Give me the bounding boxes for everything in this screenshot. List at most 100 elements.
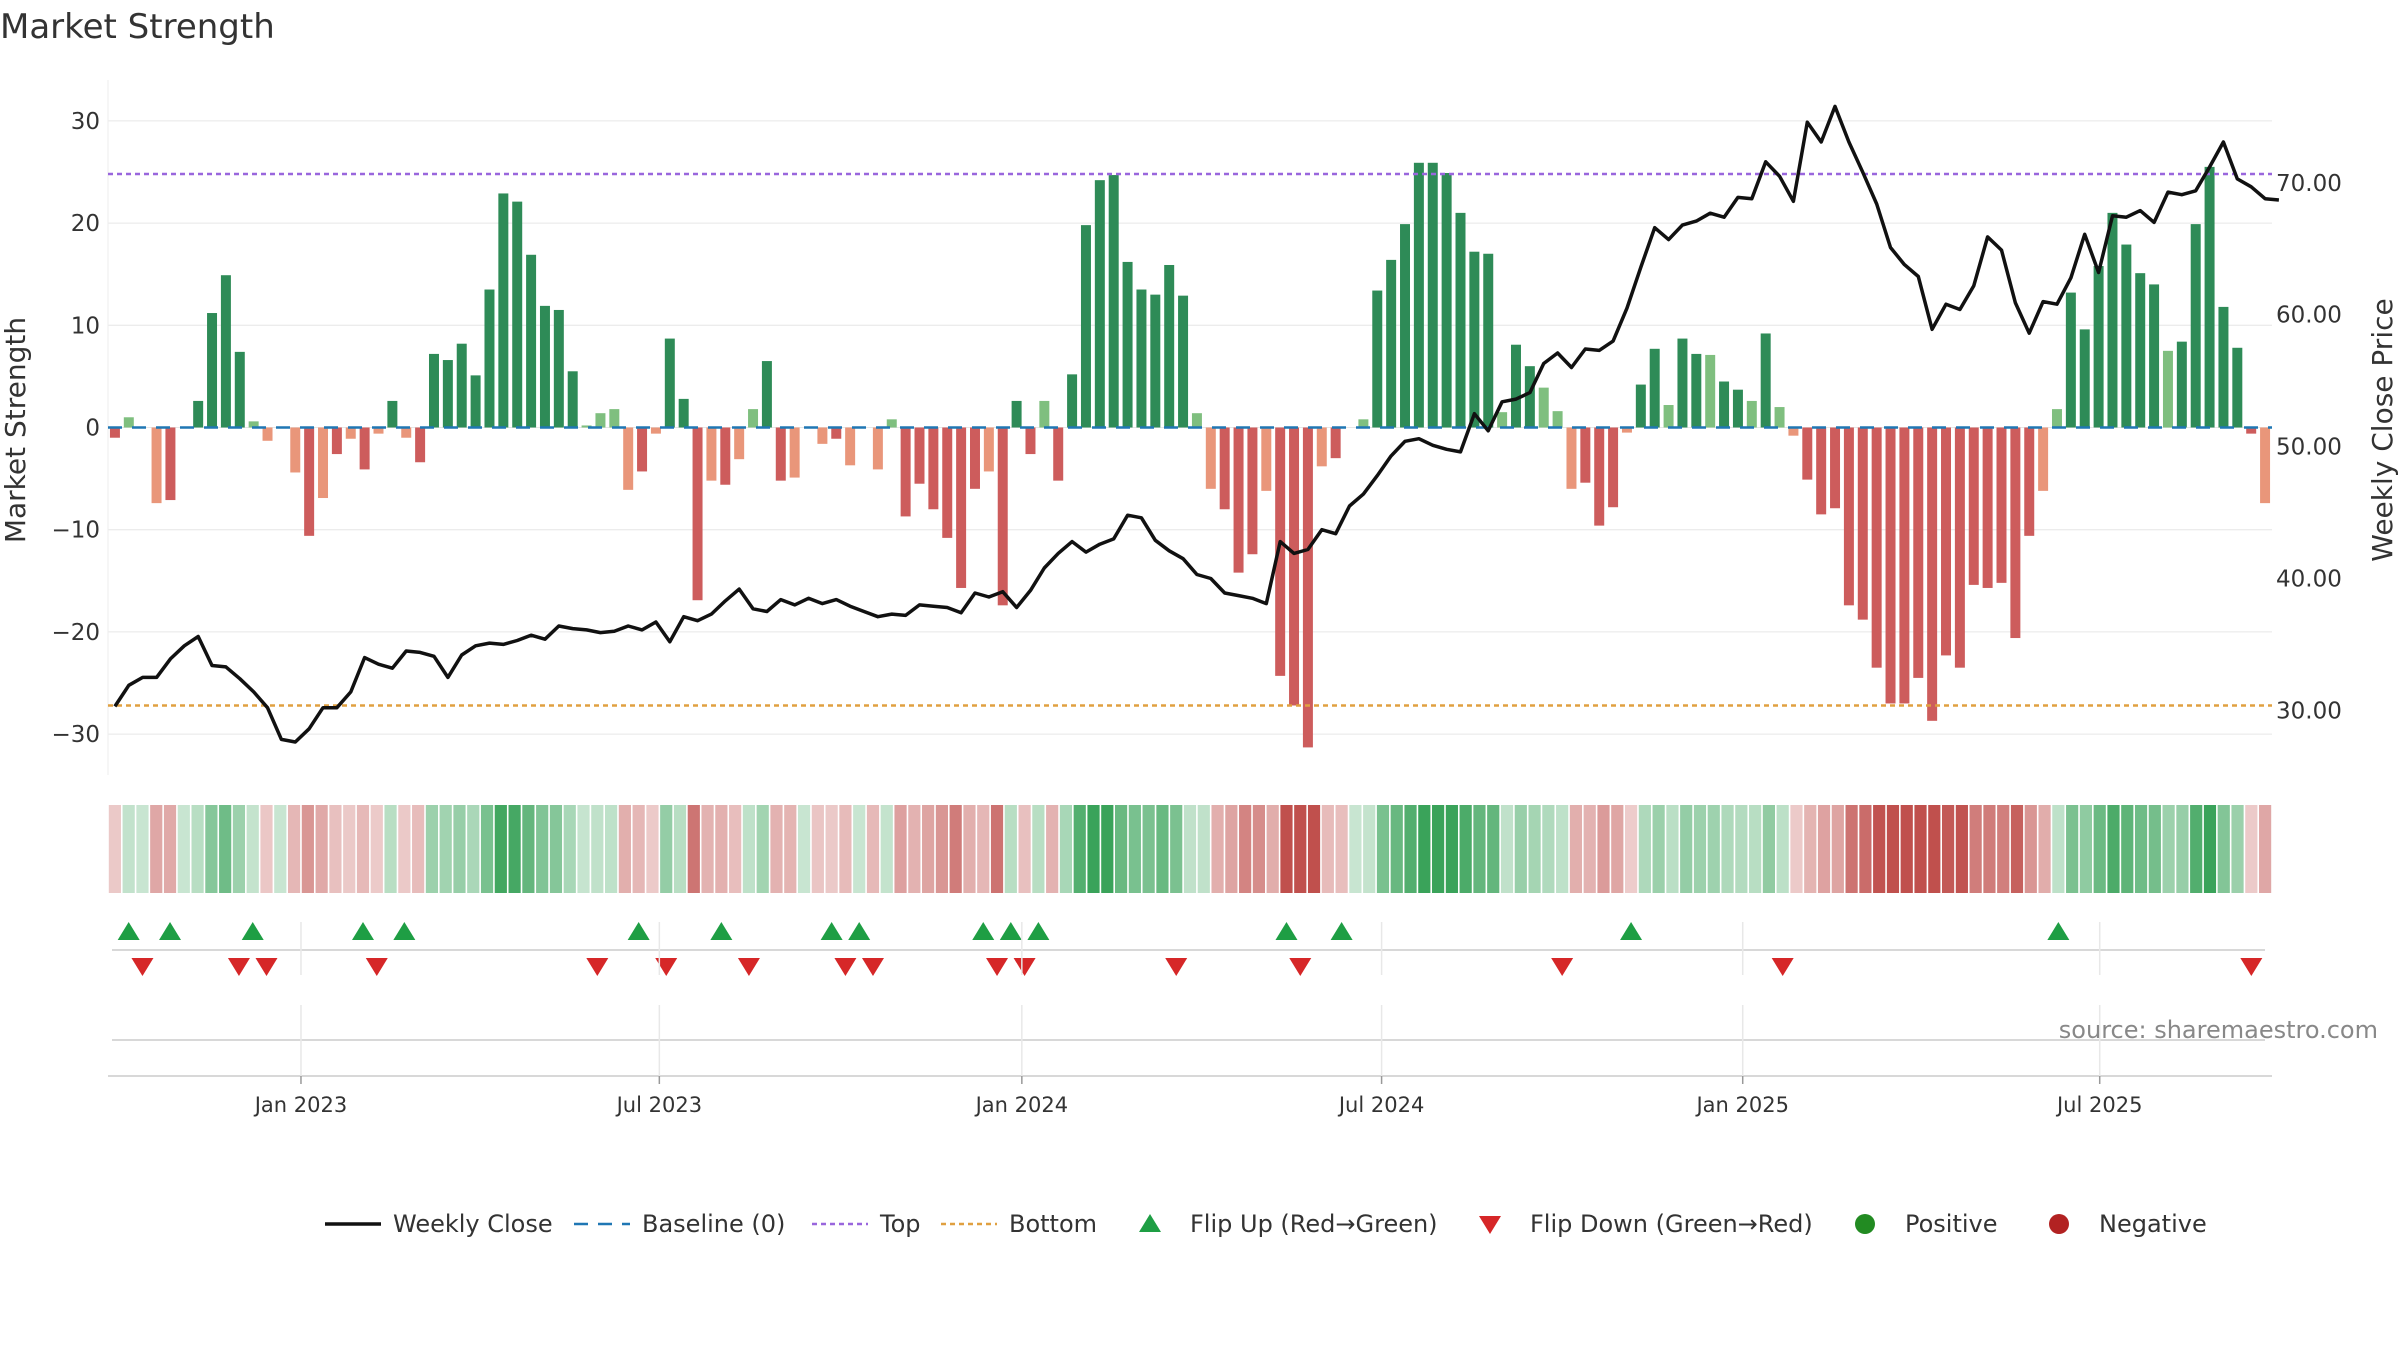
strength-bar <box>2190 224 2201 428</box>
strength-bar <box>692 427 703 601</box>
strength-bar <box>2162 350 2173 428</box>
strength-bar <box>526 254 537 428</box>
strength-bar <box>1996 427 2007 583</box>
strength-bar <box>1469 251 1480 428</box>
strength-bar <box>817 427 828 444</box>
strength-bar <box>1691 353 1702 428</box>
strength-bar <box>623 427 634 490</box>
flip-up-marker <box>159 922 182 940</box>
strength-bar <box>304 427 315 536</box>
strength-bar <box>2010 427 2021 639</box>
flip-up-marker <box>972 922 995 940</box>
heat-cell <box>2134 805 2148 893</box>
strength-bar <box>401 427 412 438</box>
strength-bar <box>1566 427 1577 489</box>
heat-cell <box>866 805 880 893</box>
strength-bar <box>748 409 759 428</box>
heat-cell <box>1225 805 1238 893</box>
heat-cell <box>1183 805 1197 893</box>
heat-cell <box>274 805 287 893</box>
strength-bar <box>997 427 1008 606</box>
heat-cell <box>260 805 273 893</box>
heat-cell <box>1046 805 1059 893</box>
strength-bar <box>1552 411 1563 428</box>
strength-bar <box>2218 306 2229 428</box>
strength-bar <box>1372 290 1383 428</box>
strength-bar <box>775 427 786 481</box>
strength-bar <box>1302 427 1313 748</box>
y2-tick-label: 40.00 <box>2276 567 2342 593</box>
heat-cell <box>453 805 466 893</box>
strength-bar <box>359 427 370 470</box>
heat-cell <box>1445 805 1458 893</box>
y2-tick-label: 70.00 <box>2276 171 2342 197</box>
flip-down-marker <box>1013 958 1036 976</box>
strength-bar <box>650 427 661 434</box>
heat-cell <box>1376 805 1390 893</box>
heat-cell <box>1831 805 1844 893</box>
heat-cell <box>908 805 921 893</box>
strength-bar <box>1011 400 1022 428</box>
heat-cell <box>853 805 866 893</box>
heat-cell <box>370 805 383 893</box>
strength-bar <box>2204 166 2215 428</box>
strength-bar <box>1441 173 1452 428</box>
strength-bar <box>1746 400 1757 428</box>
strength-bar <box>1247 427 1258 555</box>
flip-down-marker <box>131 958 154 976</box>
strength-bar <box>2246 427 2257 434</box>
heat-cell <box>1638 805 1651 893</box>
heat-cell <box>1790 805 1803 893</box>
legend-label: Flip Down (Green→Red) <box>1530 1210 1813 1238</box>
strength-bar <box>428 353 439 428</box>
heat-cell <box>770 805 783 893</box>
strength-bar <box>1080 225 1091 428</box>
strength-bar <box>1635 384 1646 428</box>
strength-bar <box>1289 427 1300 706</box>
heat-cell <box>1721 805 1734 893</box>
flip-down-marker <box>986 958 1009 976</box>
legend-item-flip-up: Flip Up (Red→Green) <box>1139 1210 1438 1238</box>
strength-bar <box>1275 427 1286 676</box>
heat-cell <box>2079 805 2093 893</box>
heat-cell <box>1349 805 1362 893</box>
heat-cell <box>1941 805 1955 893</box>
flip-up-marker <box>117 922 140 940</box>
heat-cell <box>219 805 232 893</box>
heat-cell <box>1004 805 1017 893</box>
heat-cell <box>136 805 149 893</box>
strength-bar <box>1649 348 1660 428</box>
strength-bar <box>1067 374 1078 428</box>
heat-cell <box>1211 805 1224 893</box>
heat-cell <box>1018 805 1031 893</box>
heat-cell <box>1886 805 1900 893</box>
heat-cell <box>618 805 631 893</box>
heat-cell <box>660 805 673 893</box>
y-tick-label: 0 <box>85 416 100 442</box>
strength-bar <box>2038 427 2049 491</box>
strength-bar <box>1857 427 1868 620</box>
heat-cell <box>729 805 742 893</box>
strength-bar <box>706 427 717 481</box>
strength-bar <box>900 427 911 517</box>
heat-cell <box>811 805 824 893</box>
heat-cell <box>922 805 935 893</box>
strength-bar <box>1705 354 1716 428</box>
flip-down-marker <box>1165 958 1188 976</box>
strength-bar <box>567 371 578 428</box>
strength-bar <box>678 398 689 428</box>
weekly-close-line <box>113 104 2280 744</box>
strength-bar <box>2232 347 2243 428</box>
flip-up-marker <box>848 922 871 940</box>
legend-label: Positive <box>1905 1210 1998 1238</box>
strength-bar <box>109 427 120 438</box>
strength-bar <box>1261 427 1272 491</box>
reference-lines <box>108 172 2272 707</box>
strength-bar <box>886 419 897 428</box>
strength-bar <box>1788 427 1799 436</box>
strength-bar <box>456 343 467 428</box>
strength-bar <box>1663 405 1674 428</box>
heat-cell <box>2107 805 2120 893</box>
strength-bar <box>1025 427 1036 455</box>
strength-bar <box>914 427 925 484</box>
